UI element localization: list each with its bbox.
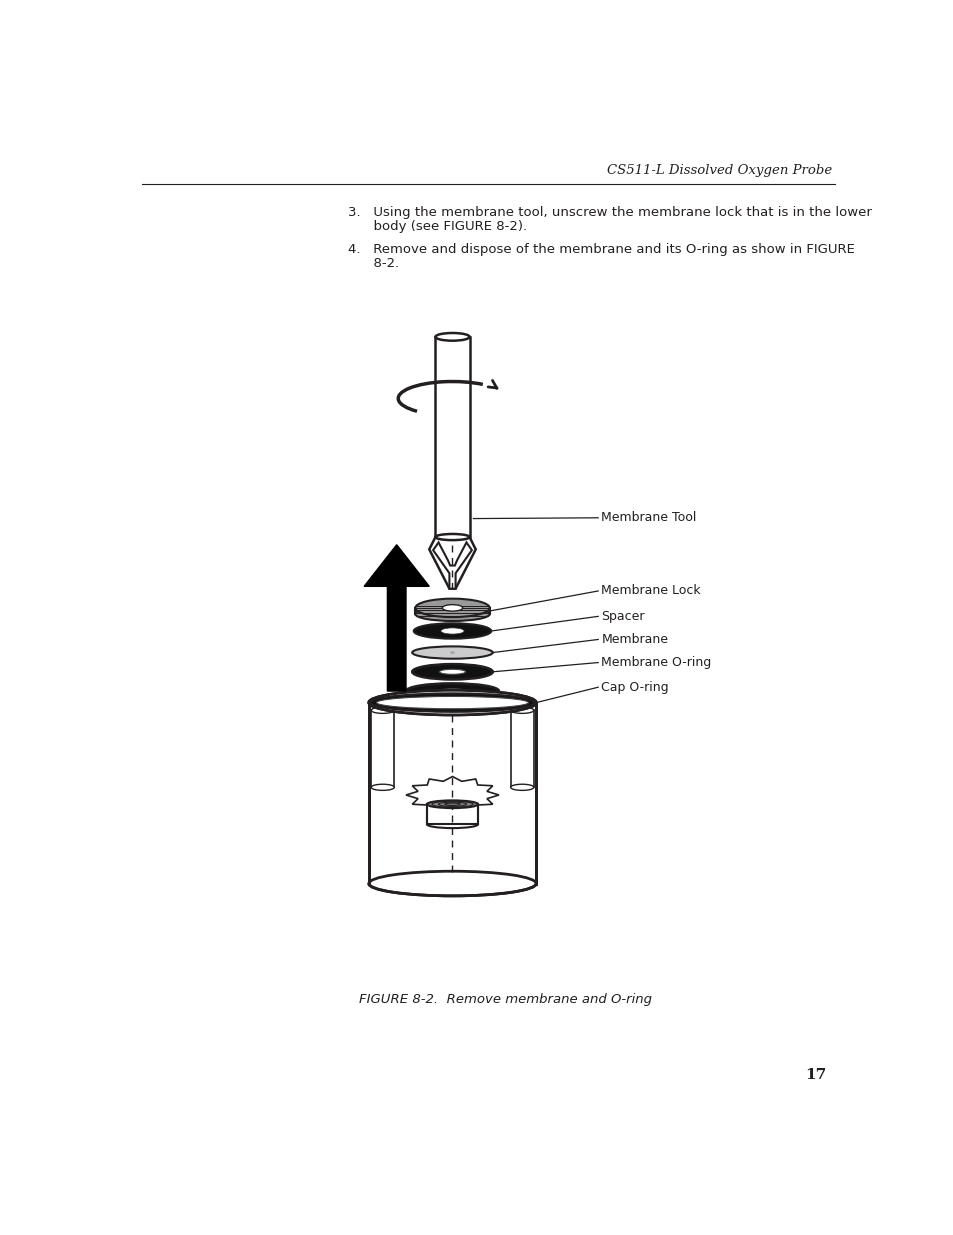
Ellipse shape (371, 784, 394, 790)
Ellipse shape (406, 683, 498, 699)
Ellipse shape (439, 669, 465, 674)
Polygon shape (364, 545, 429, 692)
Text: 4.   Remove and dispose of the membrane and its O-ring as show in FIGURE: 4. Remove and dispose of the membrane an… (348, 243, 854, 256)
Text: Cap O-ring: Cap O-ring (600, 680, 668, 694)
Ellipse shape (369, 871, 536, 895)
Text: 3.   Using the membrane tool, unscrew the membrane lock that is in the lower: 3. Using the membrane tool, unscrew the … (348, 206, 871, 219)
Ellipse shape (440, 627, 464, 634)
Bar (435, 337, 469, 537)
Bar (427, 804, 477, 824)
Text: 8-2.: 8-2. (348, 257, 398, 269)
Ellipse shape (371, 708, 394, 714)
Ellipse shape (510, 708, 534, 714)
Ellipse shape (412, 646, 493, 658)
Text: Membrane Lock: Membrane Lock (600, 584, 700, 598)
Text: Membrane O-ring: Membrane O-ring (600, 656, 711, 669)
Ellipse shape (415, 608, 489, 621)
Text: FIGURE 8-2.  Remove membrane and O-ring: FIGURE 8-2. Remove membrane and O-ring (359, 993, 652, 1005)
Ellipse shape (376, 697, 528, 709)
Text: CS511-L Dissolved Oxygen Probe: CS511-L Dissolved Oxygen Probe (606, 164, 831, 177)
Bar (371, 710, 394, 787)
Ellipse shape (435, 333, 469, 341)
Ellipse shape (369, 690, 536, 715)
Text: Membrane Tool: Membrane Tool (600, 511, 696, 525)
Text: Spacer: Spacer (600, 610, 644, 622)
Text: body (see FIGURE 8-2).: body (see FIGURE 8-2). (348, 220, 526, 233)
Bar (369, 703, 536, 883)
Ellipse shape (369, 690, 536, 715)
Polygon shape (429, 537, 476, 589)
Ellipse shape (370, 693, 534, 711)
Ellipse shape (415, 599, 489, 618)
Ellipse shape (435, 534, 469, 540)
Ellipse shape (442, 605, 462, 611)
Polygon shape (433, 542, 472, 589)
Ellipse shape (414, 624, 491, 638)
Text: Membrane: Membrane (600, 634, 668, 646)
Ellipse shape (450, 651, 455, 655)
Ellipse shape (510, 784, 534, 790)
Polygon shape (406, 777, 498, 814)
Ellipse shape (438, 689, 466, 693)
Ellipse shape (427, 800, 477, 808)
Text: 17: 17 (804, 1068, 825, 1082)
Ellipse shape (412, 664, 493, 679)
Bar (510, 710, 534, 787)
